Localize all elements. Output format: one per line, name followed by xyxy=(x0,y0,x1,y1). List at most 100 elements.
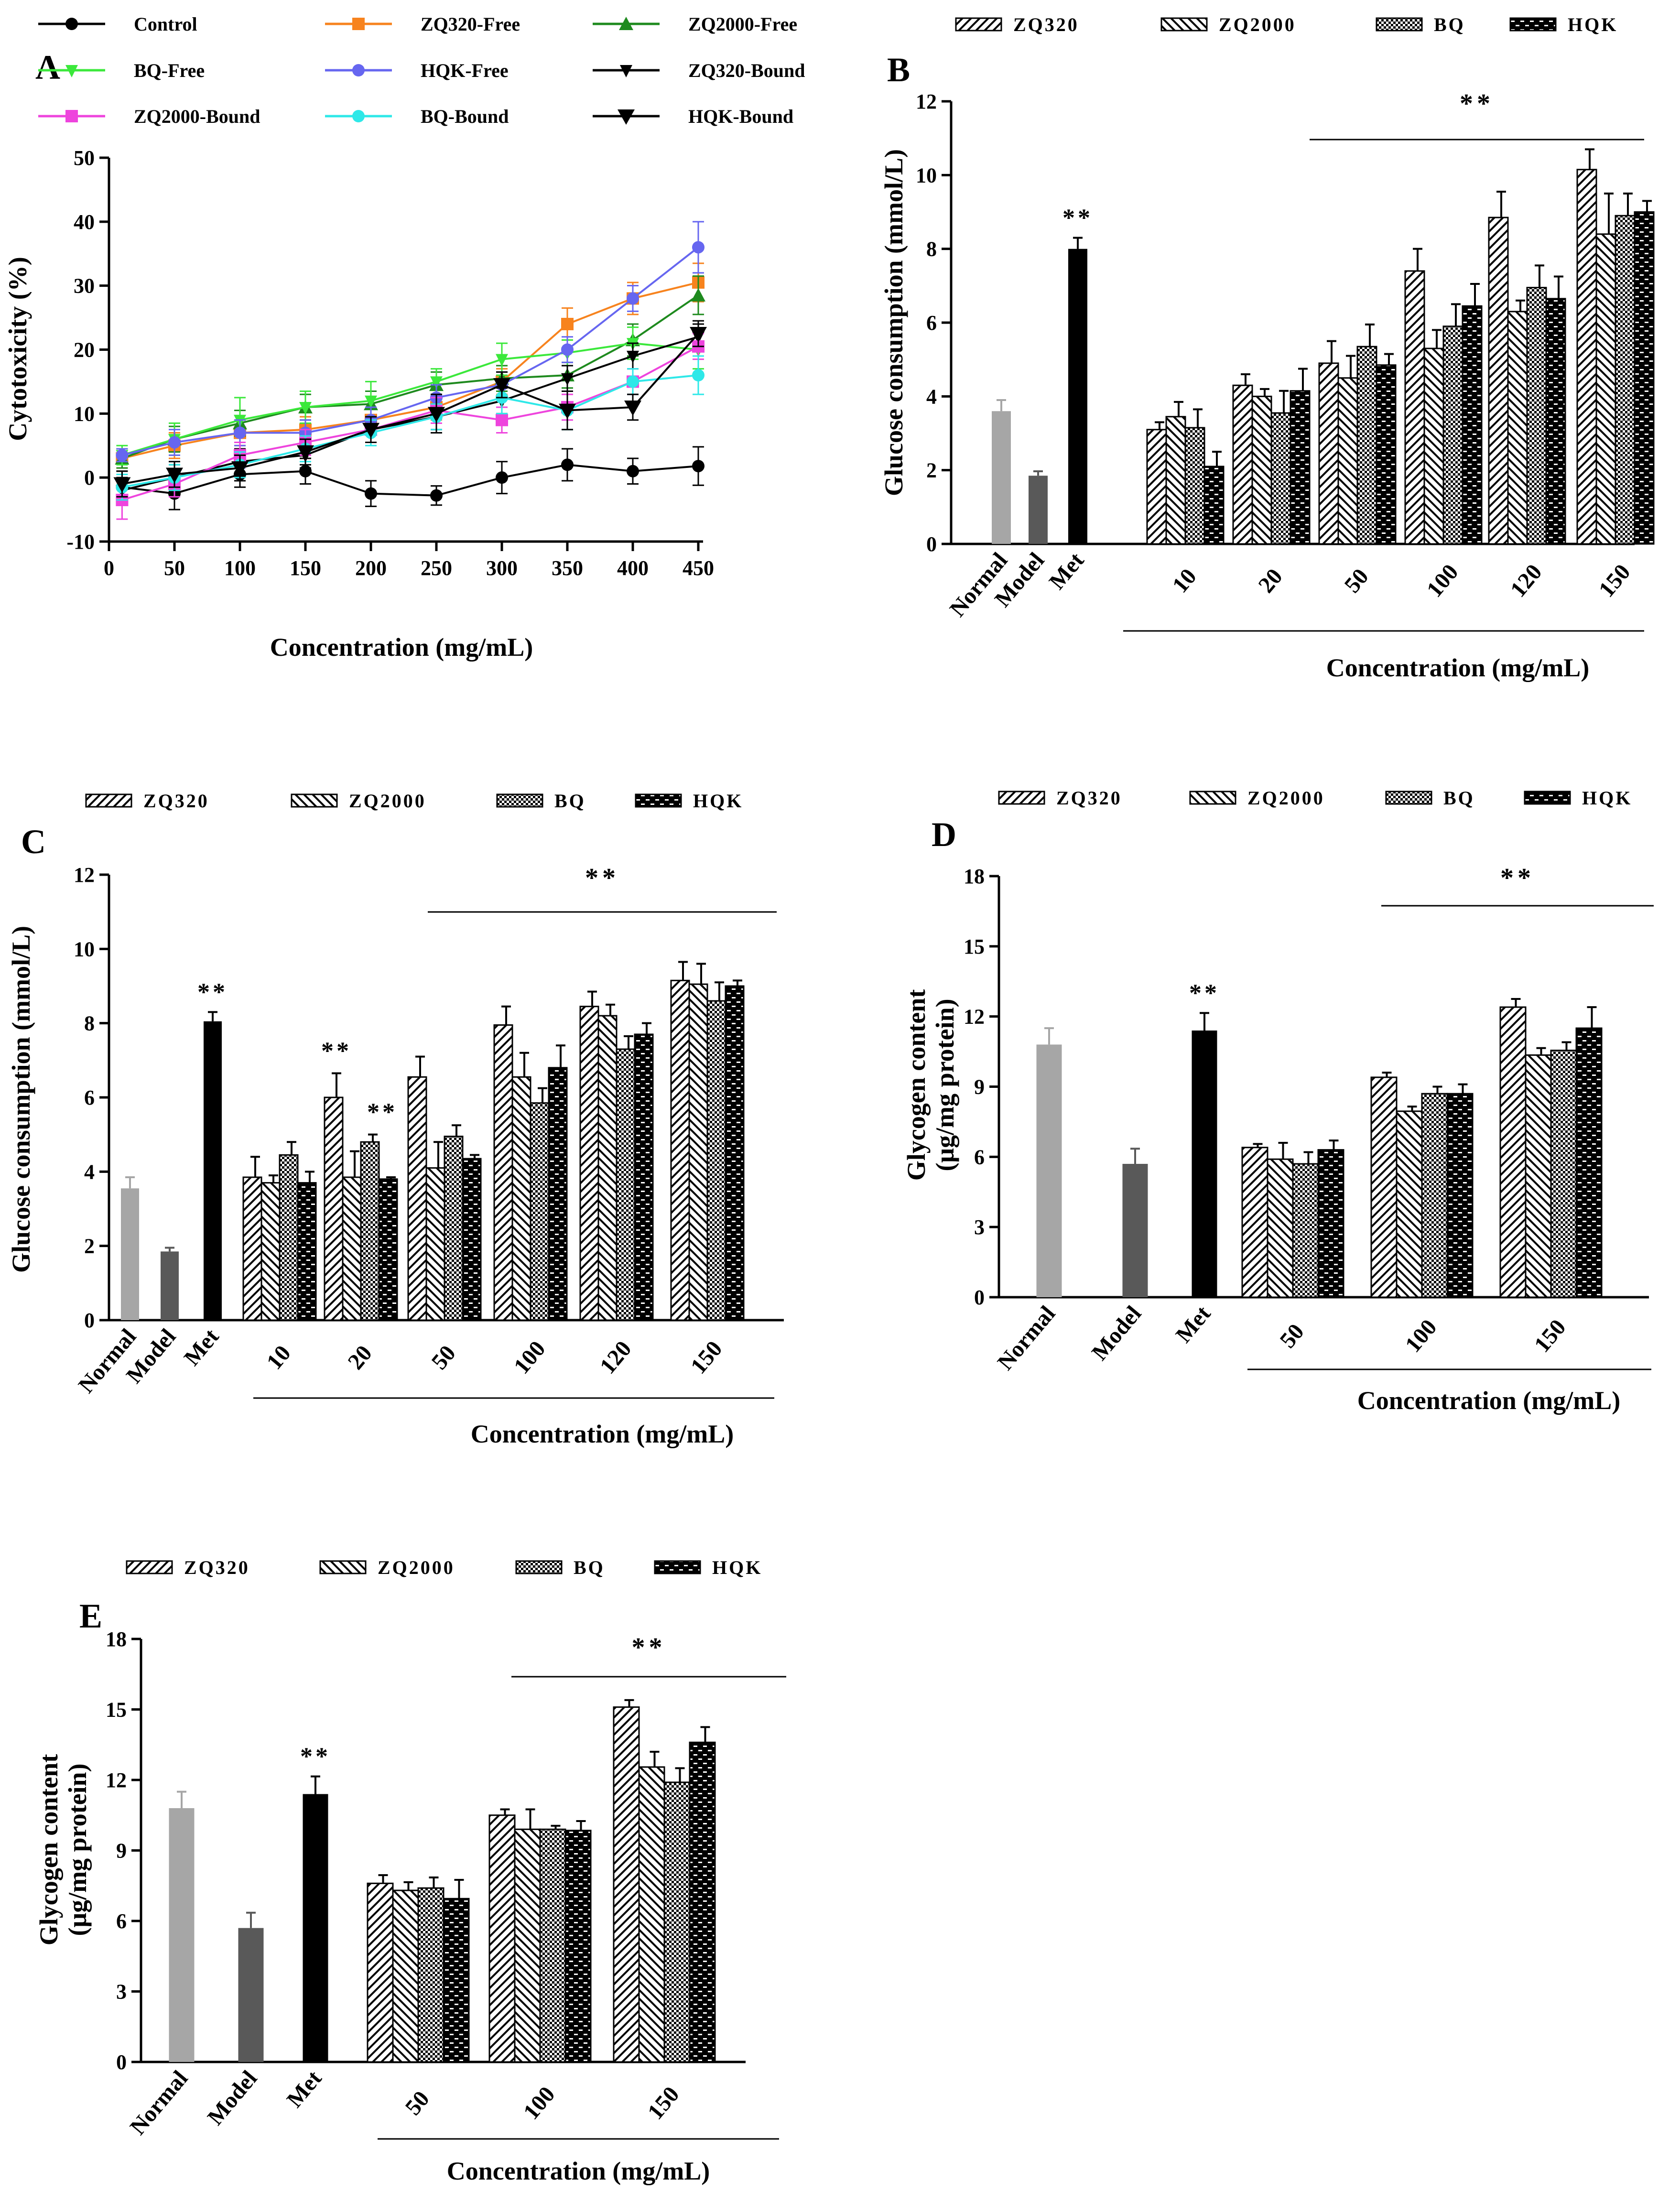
y-tick-label: 9 xyxy=(116,1839,127,1863)
bar-hqk xyxy=(1634,211,1655,545)
bar-zq320 xyxy=(324,1096,344,1321)
bar-zq2000 xyxy=(1396,1110,1423,1298)
legend-swatch-zq320 xyxy=(85,793,132,808)
bar-zq320 xyxy=(1241,1147,1268,1298)
data-point-zq320-bound xyxy=(561,373,574,386)
x-tick-label-10: 10 xyxy=(1167,564,1201,598)
x-tick-label-normal: Normal xyxy=(125,2066,193,2140)
bar-zq320 xyxy=(367,1882,394,2063)
significance-marker: ** xyxy=(1062,205,1093,232)
legend-swatch-bq xyxy=(1376,17,1423,32)
series-line-hqk-free xyxy=(121,246,699,456)
bar-hqk xyxy=(564,1830,592,2063)
y-tick-label: 0 xyxy=(926,532,937,556)
x-axis-title: Concentration (mg/mL) xyxy=(1357,1386,1620,1415)
legend-label-zq2000: ZQ2000 xyxy=(349,790,426,812)
y-tick-label: 10 xyxy=(74,402,95,425)
data-point-zq320-bound xyxy=(627,350,639,363)
bar-hqk xyxy=(1376,364,1397,545)
legend-label-bq: BQ xyxy=(554,790,586,812)
x-tick-label-normal: Normal xyxy=(993,1301,1061,1375)
x-axis-title: Concentration (mg/mL) xyxy=(471,1420,734,1448)
data-point-control xyxy=(496,471,508,484)
y-tick-label: 9 xyxy=(974,1075,985,1099)
bar-model xyxy=(238,1928,264,2062)
x-tick-label-50: 50 xyxy=(1339,564,1373,598)
bar-bq xyxy=(706,1000,726,1321)
bar-zq320 xyxy=(1404,270,1425,545)
x-tick-label: 0 xyxy=(104,556,114,580)
y-axis-title: Cytotoxicity (%) xyxy=(3,257,32,441)
bar-zq320 xyxy=(613,1706,640,2063)
bar-bq xyxy=(1615,215,1636,545)
y-tick-label: 4 xyxy=(84,1160,95,1183)
data-point-control xyxy=(692,460,705,473)
bar-zq320 xyxy=(670,979,690,1321)
legend-label-bq-bound: BQ-Bound xyxy=(421,106,509,127)
x-tick-label-100: 100 xyxy=(519,2082,560,2124)
bar-bq xyxy=(539,1828,566,2063)
y-tick-label: 6 xyxy=(926,311,937,335)
data-point-hqk-bound xyxy=(493,378,510,394)
bar-zq320 xyxy=(579,1006,599,1321)
data-point-bq-bound xyxy=(692,369,705,382)
bar-model xyxy=(1122,1164,1148,1297)
bar-normal xyxy=(992,411,1011,544)
bar-zq320 xyxy=(1370,1076,1398,1298)
y-tick-label: 15 xyxy=(106,1698,127,1722)
bar-bq xyxy=(663,1781,691,2063)
x-tick-label: 300 xyxy=(486,556,518,580)
x-axis-title: Concentration (mg/mL) xyxy=(1326,653,1589,682)
legend-label-hqk: HQK xyxy=(712,1557,762,1578)
bar-bq xyxy=(444,1136,464,1321)
data-point-hqk-bound xyxy=(428,407,445,423)
y-axis-title-line2: (μg/mg protein) xyxy=(63,1763,92,1936)
panel-label-d: D xyxy=(932,815,956,854)
bar-zq2000 xyxy=(1251,395,1272,545)
legend-swatch-zq320 xyxy=(126,1560,173,1574)
legend-swatch-hqk xyxy=(1524,791,1571,805)
bar-met xyxy=(303,1794,328,2062)
legend-label-zq320: ZQ320 xyxy=(1013,14,1079,35)
legend-label-bq-free: BQ-Free xyxy=(134,60,205,81)
panel-a-cytotoxicity-chart: A Control ZQ320-Free ZQ2000-Free BQ-Free HQK-… xyxy=(3,13,805,662)
legend-swatch-hqk xyxy=(635,793,682,808)
y-tick-label: 6 xyxy=(974,1145,985,1169)
legend-label-zq320: ZQ320 xyxy=(1056,787,1122,809)
y-axis-title-line1: Glycogen content xyxy=(902,989,931,1181)
y-tick-label: 15 xyxy=(964,935,985,958)
x-tick-label-100: 100 xyxy=(509,1336,551,1378)
legend-swatch-hqk xyxy=(1509,17,1557,32)
significance-marker: ** xyxy=(367,1099,398,1126)
legend-label-hqk-bound: HQK-Bound xyxy=(688,106,793,127)
bar-hqk xyxy=(1462,305,1483,545)
x-tick-label-10: 10 xyxy=(261,1341,295,1375)
significance-marker: ** xyxy=(321,1038,352,1065)
data-point-zq2000-bound xyxy=(496,413,508,426)
bar-bq xyxy=(1270,412,1291,545)
series-line-zq320-free xyxy=(121,282,699,459)
y-tick-label: 10 xyxy=(916,163,937,187)
panel-d-glycogen-chart: D ZQ320 ZQ2000 BQ HQK 0 3 6 9 12 15 18 Normal Model Me… xyxy=(902,787,1654,1415)
legend-label-zq2000: ZQ2000 xyxy=(1247,787,1325,809)
bar-zq320 xyxy=(1232,384,1253,545)
y-tick-label: 20 xyxy=(74,338,95,362)
legend-marker-zq320-bound xyxy=(620,65,632,77)
x-tick-label-150: 150 xyxy=(1529,1314,1571,1357)
bar-zq320 xyxy=(1318,362,1339,545)
bar-zq320 xyxy=(488,1814,516,2063)
x-tick-label-50: 50 xyxy=(1275,1319,1309,1353)
x-tick-label-model: Model xyxy=(203,2066,262,2130)
x-tick-label-met: Met xyxy=(179,1324,224,1370)
data-point-hqk-free xyxy=(234,426,246,439)
legend-label-zq320: ZQ320 xyxy=(143,790,209,812)
data-point-bq-free xyxy=(496,354,508,367)
legend-label-zq2000-bound: ZQ2000-Bound xyxy=(134,106,260,127)
y-tick-label: 0 xyxy=(116,2050,127,2074)
bar-zq320 xyxy=(1488,217,1509,545)
data-point-hqk-bound xyxy=(113,477,131,493)
y-tick-label: 2 xyxy=(926,459,937,482)
bar-met xyxy=(1192,1030,1217,1297)
y-tick-label: 0 xyxy=(974,1286,985,1309)
y-tick-label: 10 xyxy=(74,937,95,961)
